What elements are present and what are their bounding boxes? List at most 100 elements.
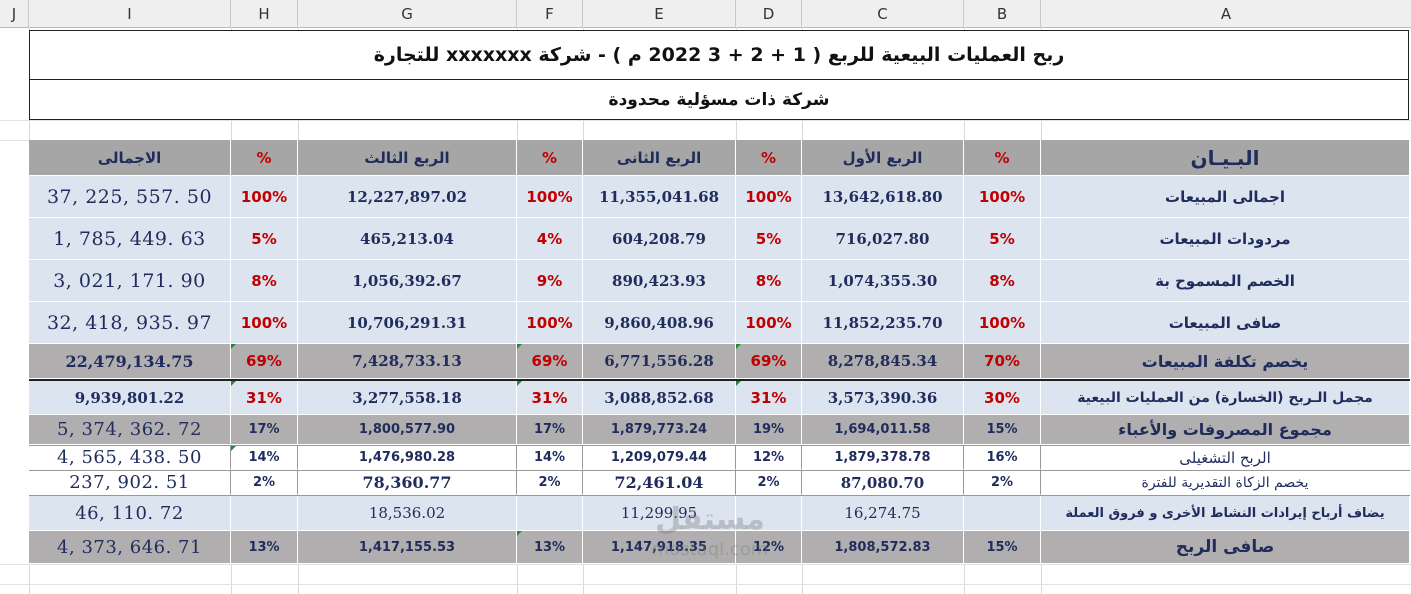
column-header-i[interactable]: I [29,0,231,27]
cell-pct-total[interactable]: 5% [231,218,298,260]
cell-pct-q3[interactable]: 17% [517,415,583,445]
cell-pct-total[interactable]: 2% [231,471,298,495]
cell-q2[interactable]: 1,209,079.44 [583,446,736,470]
cell-pct-q3[interactable]: 31% [517,381,583,415]
cell-q1[interactable]: 716,027.80 [802,218,964,260]
column-header-a[interactable]: A [1220,4,1232,23]
cell-q3[interactable]: 3,277,558.18 [298,381,517,415]
cell-pct-q2[interactable]: 2% [736,471,802,495]
cell-pct-total[interactable]: 31% [231,381,298,415]
cell-pct-q2[interactable]: 5% [736,218,802,260]
cell-pct-total[interactable]: 14% [231,446,298,470]
cell-total[interactable]: 32, 418, 935. 97 [29,302,231,344]
cell-total[interactable]: 1, 785, 449. 63 [29,218,231,260]
cell-total[interactable]: 22,479,134.75 [29,344,231,379]
cell-label[interactable]: صافى المبيعات [1041,302,1410,344]
cell-pct-total[interactable]: 8% [231,260,298,302]
cell-pct-q2[interactable]: 19% [736,415,802,445]
cell-pct-q3[interactable] [517,496,583,531]
cell-pct-q3[interactable]: 14% [517,446,583,470]
cell-q3[interactable]: 1,800,577.90 [298,415,517,445]
cell-pct-total[interactable] [231,496,298,531]
cell-q2[interactable]: 3,088,852.68 [583,381,736,415]
cell-pct-total[interactable]: 17% [231,415,298,445]
cell-pct-q2[interactable]: 12% [736,446,802,470]
cell-pct-q3[interactable]: 100% [517,302,583,344]
cell-q2[interactable]: 72,461.04 [583,471,736,495]
cell-label[interactable]: مجموع المصروفات والأعباء [1041,415,1410,445]
cell-pct-q2[interactable]: 8% [736,260,802,302]
cell-q3[interactable]: 465,213.04 [298,218,517,260]
cell-q3[interactable]: 10,706,291.31 [298,302,517,344]
cell-pct-total[interactable]: 100% [231,302,298,344]
cell-q2[interactable]: 604,208.79 [583,218,736,260]
header-item[interactable]: البـيـان [1041,140,1410,176]
cell-q1[interactable]: 13,642,618.80 [802,176,964,218]
column-header-e[interactable]: E [583,0,736,27]
cell-pct-q1[interactable]: 8% [964,260,1041,302]
cell-pct-q3[interactable]: 13% [517,531,583,564]
header-pct-q3[interactable]: % [517,140,583,176]
cell-q3[interactable]: 1,056,392.67 [298,260,517,302]
cell-pct-q1[interactable]: 30% [964,381,1041,415]
cell-q1[interactable]: 1,808,572.83 [802,531,964,564]
cell-q1[interactable]: 11,852,235.70 [802,302,964,344]
cell-pct-q3[interactable]: 4% [517,218,583,260]
cell-total[interactable]: 3, 021, 171. 90 [29,260,231,302]
cell-pct-q2[interactable]: 100% [736,176,802,218]
cell-total[interactable]: 5, 374, 362. 72 [29,415,231,445]
cell-label[interactable]: الخصم المسموح بة [1041,260,1410,302]
cell-q2[interactable]: 1,147,918.35 [583,531,736,564]
column-header-d[interactable]: D [736,0,802,27]
column-header-b[interactable]: B [964,0,1041,27]
cell-pct-q1[interactable]: 100% [964,302,1041,344]
cell-pct-q2[interactable]: 69% [736,344,802,379]
cell-pct-q3[interactable]: 69% [517,344,583,379]
cell-total[interactable]: 4, 373, 646. 71 [29,531,231,564]
cell-pct-q3[interactable]: 9% [517,260,583,302]
cell-label[interactable]: يخصم تكلفة المبيعات [1041,344,1410,379]
cell-total[interactable]: 9,939,801.22 [29,381,231,415]
cell-pct-q3[interactable]: 2% [517,471,583,495]
cell-q1[interactable]: 87,080.70 [802,471,964,495]
cell-q1[interactable]: 1,879,378.78 [802,446,964,470]
cell-q3[interactable]: 7,428,733.13 [298,344,517,379]
cell-pct-q1[interactable]: 70% [964,344,1041,379]
header-pct-q2[interactable]: % [736,140,802,176]
cell-pct-q1[interactable]: 2% [964,471,1041,495]
cell-pct-q1[interactable]: 15% [964,531,1041,564]
column-header-f[interactable]: F [517,0,583,27]
cell-q2[interactable]: 6,771,556.28 [583,344,736,379]
cell-q2[interactable]: 11,299.95 [583,496,736,531]
cell-pct-total[interactable]: 13% [231,531,298,564]
cell-q3[interactable]: 1,417,155.53 [298,531,517,564]
cell-q2[interactable]: 1,879,773.24 [583,415,736,445]
cell-q1[interactable]: 1,694,011.58 [802,415,964,445]
cell-q2[interactable]: 9,860,408.96 [583,302,736,344]
column-header-j[interactable]: J [0,0,29,27]
cell-total[interactable]: 237, 902. 51 [29,471,231,495]
cell-q3[interactable]: 12,227,897.02 [298,176,517,218]
cell-q3[interactable]: 18,536.02 [298,496,517,531]
report-subtitle[interactable]: شركة ذات مسؤلية محدودة [29,80,1409,120]
cell-label[interactable]: الربح التشغيلى [1041,446,1410,470]
header-pct-total[interactable]: % [231,140,298,176]
cell-pct-q1[interactable]: 5% [964,218,1041,260]
header-q1[interactable]: الربع الأول [802,140,964,176]
cell-q3[interactable]: 1,476,980.28 [298,446,517,470]
cell-label[interactable]: اجمالى المبيعات [1041,176,1410,218]
cell-label[interactable]: يضاف أرباح إيرادات النشاط الأخرى و فروق … [1041,496,1410,531]
cell-q1[interactable]: 16,274.75 [802,496,964,531]
cell-total[interactable]: 4, 565, 438. 50 [29,446,231,470]
report-title[interactable]: ربح العمليات البيعية للربع ( 1 + 2 + 3 2… [29,30,1409,80]
cell-pct-q2[interactable]: 31% [736,381,802,415]
header-total[interactable]: الاجمالى [29,140,231,176]
column-header-g[interactable]: G [298,0,517,27]
cell-label[interactable]: مردودات المبيعات [1041,218,1410,260]
column-header-h[interactable]: H [231,0,298,27]
header-pct-q1[interactable]: % [964,140,1041,176]
header-q3[interactable]: الربع الثالث [298,140,517,176]
cell-q2[interactable]: 11,355,041.68 [583,176,736,218]
cell-q3[interactable]: 78,360.77 [298,471,517,495]
cell-label[interactable]: يخصم الزكاة التقديرية للفترة [1041,471,1410,495]
